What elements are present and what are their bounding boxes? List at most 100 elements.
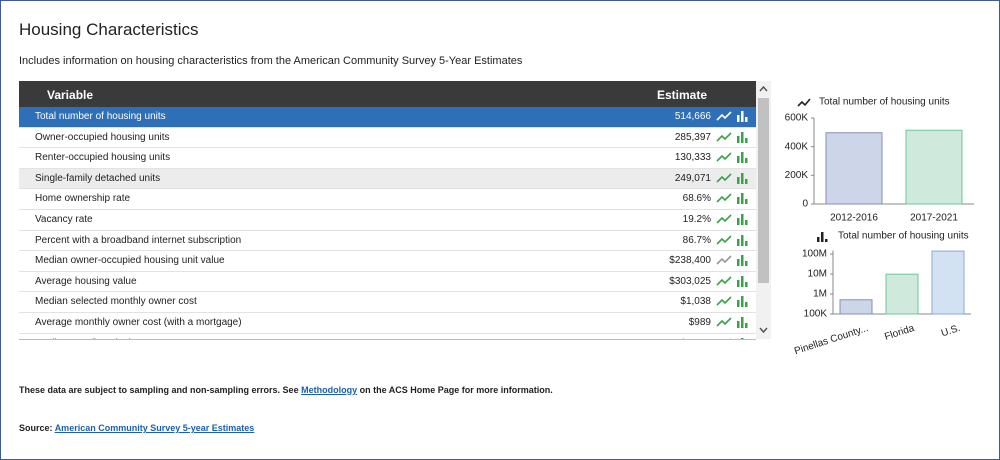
column-header: Variable: [47, 88, 94, 102]
chart-icons[interactable]: [716, 254, 750, 267]
x-tick-label: 2017-2021: [910, 213, 958, 224]
table-row[interactable]: Median owner-occupied housing unit value…: [19, 251, 756, 272]
line-icon: [716, 132, 732, 142]
scrollbar-thumb[interactable]: [758, 98, 769, 283]
bar: [931, 250, 965, 315]
bar: [885, 273, 919, 315]
line-icon: [716, 296, 732, 306]
bar-icon: [737, 135, 740, 143]
estimate: 19.2%: [682, 213, 711, 225]
line-icon: [716, 214, 732, 224]
estimate: $1,237: [680, 338, 711, 339]
line-icon: [716, 276, 732, 286]
bar-icon: [745, 219, 748, 225]
line-icon: [716, 173, 732, 183]
table-row[interactable]: Average monthly owner cost (with a mortg…: [19, 313, 756, 334]
note-text: on the ACS Home Page for more informatio…: [357, 385, 553, 395]
note: These data are subject to sampling and n…: [19, 385, 553, 395]
bar-icon: [745, 261, 748, 267]
bar-icon: [741, 275, 744, 287]
y-tick-label: 600K: [785, 113, 809, 124]
source: Source: American Community Survey 5-year…: [19, 423, 254, 433]
bar-icon: [741, 152, 744, 164]
bar-icon: [745, 117, 748, 122]
y-tick-label: 0: [802, 199, 808, 210]
chart-icons[interactable]: [716, 172, 750, 185]
bar-icon: [741, 296, 744, 308]
table-row[interactable]: Median selected monthly owner cost $1,038: [19, 292, 756, 313]
chart-icons[interactable]: [716, 275, 750, 288]
chart-icons[interactable]: [716, 295, 750, 308]
link[interactable]: American Community Survey 5-year Estimat…: [54, 423, 255, 433]
table-row[interactable]: Total number of housing units 514,666: [19, 107, 756, 128]
chart-title: Total number of housing units: [819, 97, 950, 108]
estimate: 514,666: [674, 111, 711, 122]
estimate: $303,025: [669, 275, 711, 287]
bar-icon: [745, 240, 748, 246]
line-icon: [716, 317, 732, 327]
bar-icon: [745, 137, 748, 143]
chart-icons[interactable]: [716, 151, 750, 164]
bar-icon: [737, 176, 740, 184]
y-tick-label: 100K: [804, 309, 828, 320]
scroll-arrows[interactable]: [757, 83, 770, 339]
chart-icons[interactable]: [716, 234, 750, 247]
line-icon: [797, 98, 811, 107]
bar-icon: [737, 217, 740, 225]
variable: Renter-occupied housing units: [35, 152, 171, 164]
bar-icon: [741, 193, 744, 205]
table-row[interactable]: Average housing value $303,025: [19, 272, 756, 293]
bar-icon: [745, 178, 748, 184]
table-row[interactable]: Percent with a broadband internet subscr…: [19, 231, 756, 252]
chart-icons[interactable]: [716, 316, 750, 329]
bar-icon: [825, 239, 828, 242]
estimate: $1,038: [680, 296, 711, 308]
bar-icon: [741, 213, 744, 225]
variable: Median owner-occupied housing unit value: [35, 255, 225, 267]
table-row[interactable]: Renter-occupied housing units 130,333: [19, 148, 756, 169]
chart-icons[interactable]: [716, 337, 750, 340]
variable: Total number of housing units: [35, 111, 166, 122]
chart-icons[interactable]: [716, 110, 750, 123]
bar-icon: [737, 197, 740, 205]
bar: [825, 132, 883, 205]
table-row[interactable]: Home ownership rate 68.6%: [19, 189, 756, 210]
bar-icon: [741, 111, 744, 122]
bar-icon: [741, 337, 744, 339]
bar-icon: [741, 172, 744, 184]
x-tick-label: U.S.: [940, 323, 962, 339]
bar: [905, 129, 963, 205]
subtitle: Includes information on housing characte…: [19, 55, 523, 67]
variable: Home ownership rate: [35, 193, 131, 205]
table-row[interactable]: Owner-occupied housing units 285,397: [19, 128, 756, 149]
link[interactable]: Methodology: [301, 385, 358, 395]
y-tick-label: 10M: [808, 269, 827, 280]
chart-icons[interactable]: [716, 131, 750, 144]
x-tick-label: Pinellas County...: [793, 323, 870, 357]
estimate: $989: [688, 316, 711, 328]
bar-icon: [741, 234, 744, 246]
bar-icon: [745, 199, 748, 205]
line-icon: [716, 193, 732, 203]
bar-icon: [745, 302, 748, 308]
line-icon: [716, 111, 732, 121]
bar-icon: [741, 131, 744, 143]
bar-icon: [737, 156, 740, 164]
estimate: 86.7%: [682, 234, 711, 246]
chart-icons[interactable]: [716, 192, 750, 205]
table: Variable Estimate Total number of housin…: [19, 81, 756, 340]
table-row[interactable]: Vacancy rate 19.2%: [19, 210, 756, 231]
bar-icon: [741, 316, 744, 328]
variable: Owner-occupied housing units: [35, 131, 170, 143]
estimate: 285,397: [674, 131, 711, 143]
y-tick-label: 400K: [785, 141, 809, 152]
variable: Median rent (housing): [35, 338, 132, 339]
chart-icons[interactable]: [716, 213, 750, 226]
line-icon: [716, 255, 732, 265]
bar-icon: [737, 320, 740, 328]
y-tick-label: 200K: [785, 170, 809, 181]
bar-icon: [745, 158, 748, 164]
table-row[interactable]: Single-family detached units 249,071: [19, 168, 756, 190]
table-row[interactable]: Median rent (housing) $1,237: [19, 334, 756, 340]
